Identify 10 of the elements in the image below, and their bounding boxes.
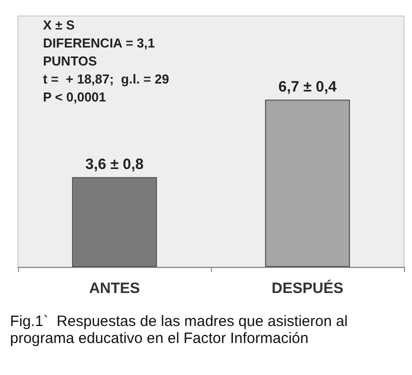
text: X ± S xyxy=(43,18,76,32)
data-label: 6,7 ± 0,4 xyxy=(278,78,338,96)
data-label: 3,6 ± 0,8 xyxy=(85,156,144,174)
text: PUNTOS xyxy=(43,54,98,68)
text: DIFERENCIA = 3,1 xyxy=(43,36,155,50)
text: t = + 18,87; g.l. = 29 xyxy=(43,72,170,86)
annotation: P < 0,0001 xyxy=(43,90,106,104)
caption: Fig.1` Respuestas de las madres que asistieron al programa educativo en el Factor Información xyxy=(10,313,352,347)
x-tick-label: ANTES xyxy=(89,280,140,297)
x-tick-label: DESPUÉS xyxy=(272,279,344,297)
